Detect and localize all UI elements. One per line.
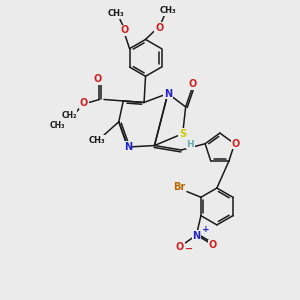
Text: CH₃: CH₃ <box>108 9 124 18</box>
Text: O: O <box>94 74 102 84</box>
Text: CH₃: CH₃ <box>88 136 105 145</box>
Text: Br: Br <box>173 182 185 193</box>
Text: H: H <box>186 140 194 148</box>
Text: +: + <box>202 225 209 234</box>
Text: O: O <box>176 242 184 252</box>
Text: O: O <box>121 25 129 35</box>
Text: CH₃: CH₃ <box>160 6 176 15</box>
Text: O: O <box>80 98 88 108</box>
Text: CH₂: CH₂ <box>61 111 77 120</box>
Text: O: O <box>209 240 217 250</box>
Text: O: O <box>155 22 163 32</box>
Text: S: S <box>179 129 186 139</box>
Text: O: O <box>232 139 240 149</box>
Text: O: O <box>188 79 196 89</box>
Text: N: N <box>124 142 132 152</box>
Text: N: N <box>192 231 200 241</box>
Text: N: N <box>164 88 172 98</box>
Text: CH₃: CH₃ <box>50 121 65 130</box>
Text: −: − <box>185 244 193 254</box>
